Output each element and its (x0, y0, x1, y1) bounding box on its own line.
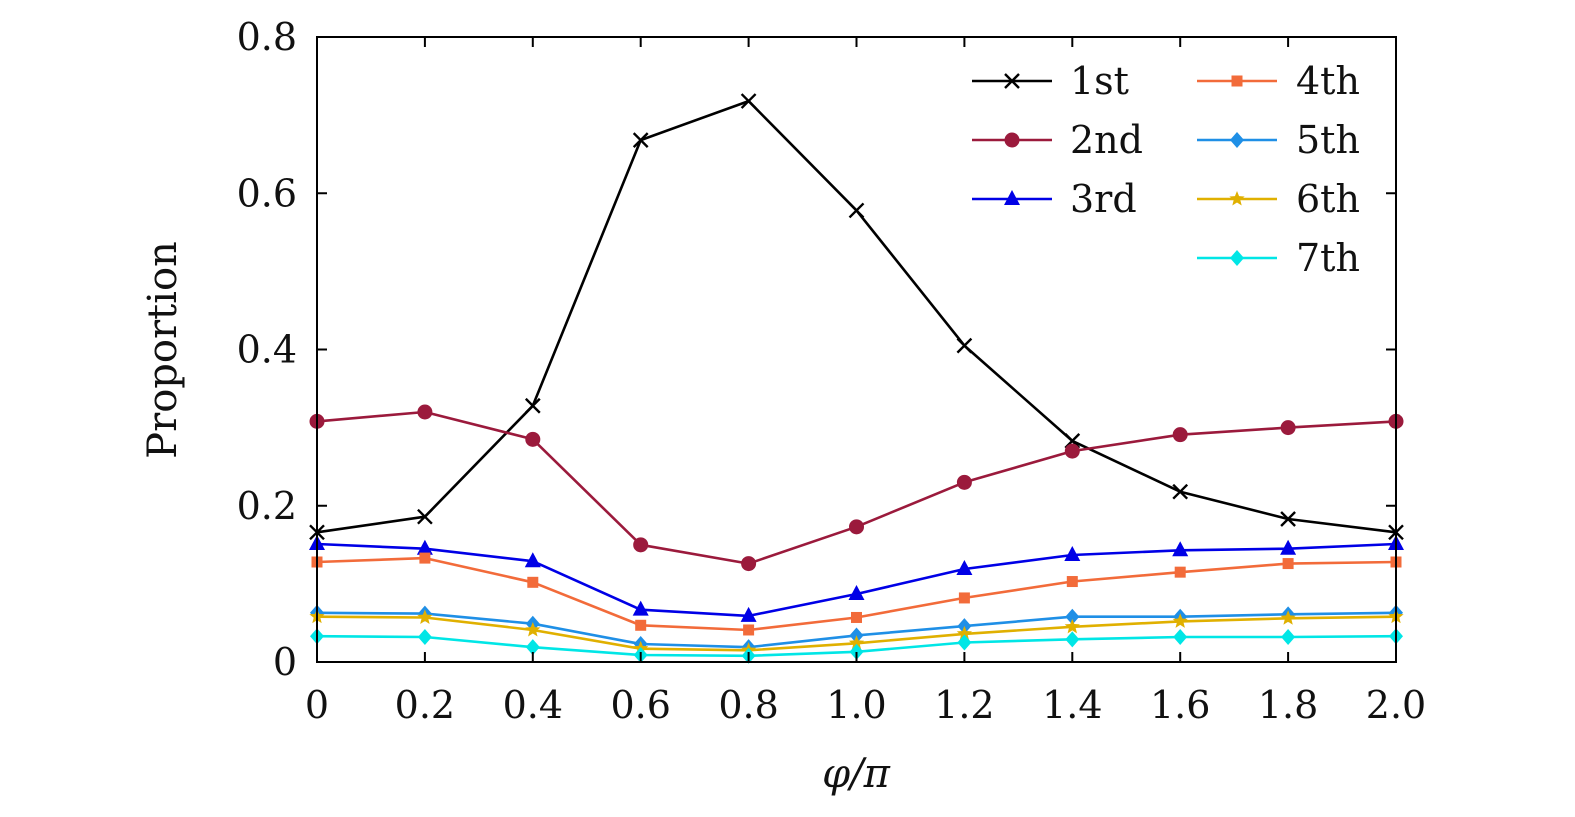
x-tick-label: 0.6 (610, 683, 670, 727)
data-point-4th-4 (743, 624, 755, 636)
data-point-1st-3 (632, 132, 649, 148)
data-point-1st-4 (740, 93, 757, 109)
legend-label: 7th (1296, 236, 1360, 280)
x-tick-label: 1.4 (1042, 683, 1102, 727)
legend-label: 6th (1296, 177, 1360, 221)
data-point-1st-9 (1280, 511, 1296, 527)
legend-label: 2nd (1070, 118, 1143, 162)
data-point-4th-5 (851, 611, 862, 623)
legend-label: 4th (1296, 59, 1360, 103)
data-point-1st-2 (524, 397, 541, 414)
data-point-2nd-8 (1172, 427, 1188, 443)
legend-label: 1st (1070, 59, 1129, 103)
y-tick-label: 0.2 (237, 484, 297, 528)
data-point-6th-2 (525, 621, 541, 637)
data-point-6th-9 (1280, 610, 1296, 625)
data-point-2nd-1 (417, 404, 433, 420)
y-axis-label: Proportion (140, 241, 186, 459)
data-point-1st-8 (1172, 483, 1189, 500)
data-point-2nd-7 (1064, 443, 1080, 459)
data-point-7th-8 (1173, 629, 1188, 645)
data-point-4th-6 (958, 592, 970, 604)
legend-swatch-marker (1004, 132, 1020, 148)
legend-item-4th: 4th (1197, 59, 1360, 103)
data-point-3rd-1 (416, 539, 433, 555)
series-line-3rd (316, 542, 1397, 618)
data-point-3rd-8 (1172, 541, 1189, 557)
data-point-7th-6 (957, 634, 972, 651)
legend-item-1st: 1st (972, 59, 1129, 103)
data-point-3rd-2 (524, 552, 541, 568)
data-point-1st-1 (417, 508, 433, 525)
legend-swatch-marker (1230, 250, 1244, 266)
data-point-6th-1 (417, 609, 433, 624)
legend-swatch-marker (1230, 132, 1244, 148)
data-point-6th-5 (848, 635, 865, 650)
legend-item-3rd: 3rd (972, 177, 1137, 221)
y-tick-label: 0 (273, 640, 297, 684)
data-point-3rd-6 (956, 560, 973, 576)
x-tick-label: 1.6 (1150, 683, 1210, 727)
data-point-2nd-2 (525, 431, 541, 447)
x-tick-label: 0.8 (718, 683, 778, 727)
data-point-4th-7 (1066, 576, 1078, 588)
y-tick-label: 0.6 (237, 171, 297, 215)
y-tick-label: 0.4 (237, 328, 297, 372)
data-point-4th-2 (527, 576, 539, 588)
data-point-5th-7 (1065, 608, 1080, 625)
x-tick-label: 2.0 (1366, 683, 1426, 727)
legend-swatch-marker (1004, 73, 1020, 89)
data-point-7th-9 (1281, 629, 1296, 645)
data-point-2nd-6 (956, 474, 972, 490)
data-point-3rd-9 (1280, 539, 1297, 555)
x-tick-label: 1.2 (934, 683, 994, 727)
legend-swatch-marker (1004, 190, 1020, 205)
series-1st (309, 93, 1404, 541)
x-tick-label: 1.0 (826, 683, 886, 727)
data-point-6th-6 (956, 625, 973, 641)
data-point-1st-6 (956, 337, 973, 354)
legend-item-6th: 6th (1197, 177, 1360, 221)
data-point-2nd-5 (849, 519, 864, 535)
legend-label: 3rd (1070, 177, 1137, 221)
data-point-3rd-3 (632, 600, 649, 616)
data-point-2nd-4 (741, 556, 757, 572)
legend-swatch-marker (1231, 75, 1243, 87)
series-line-1st (316, 99, 1397, 534)
series-2nd (309, 404, 1404, 572)
legend-swatch-marker (1229, 191, 1245, 206)
data-point-2nd-3 (633, 537, 649, 553)
data-point-7th-1 (417, 629, 432, 645)
data-point-6th-7 (1064, 618, 1080, 634)
series-line-2nd (316, 410, 1397, 565)
legend-label: 5th (1296, 118, 1360, 162)
legend-item-2nd: 2nd (972, 118, 1143, 162)
data-point-3rd-4 (740, 606, 757, 622)
data-point-7th-5 (849, 643, 864, 660)
x-tick-label: 0 (305, 683, 329, 727)
series-layer (309, 93, 1404, 664)
data-point-1st-5 (848, 202, 865, 219)
y-tick-label: 0.8 (237, 15, 297, 59)
data-point-7th-2 (525, 639, 540, 656)
data-point-4th-9 (1282, 558, 1294, 570)
ticks-layer: 0 0.2 0.4 0.6 0.8 1.0 1.2 1.4 1.6 1.8 2.0 0 0.2 0.4 0.… (237, 15, 1427, 727)
series-3rd (309, 535, 1404, 622)
x-tick-label: 0.4 (503, 683, 563, 727)
data-point-2nd-9 (1280, 420, 1296, 436)
data-point-3rd-7 (1064, 545, 1081, 561)
x-tick-label: 1.8 (1258, 683, 1318, 727)
legend: 1st 2nd 3rd 4th 5th 6th 7th (972, 59, 1360, 280)
x-axis-label: φ/π (822, 751, 890, 797)
data-point-3rd-5 (848, 585, 865, 601)
data-point-7th-7 (1065, 631, 1080, 648)
data-point-6th-8 (1172, 613, 1188, 628)
data-point-4th-8 (1174, 566, 1186, 578)
data-point-4th-1 (419, 552, 431, 564)
legend-item-7th: 7th (1197, 236, 1360, 280)
x-tick-label: 0.2 (395, 683, 455, 727)
legend-item-5th: 5th (1197, 118, 1360, 162)
data-point-4th-3 (635, 619, 647, 631)
